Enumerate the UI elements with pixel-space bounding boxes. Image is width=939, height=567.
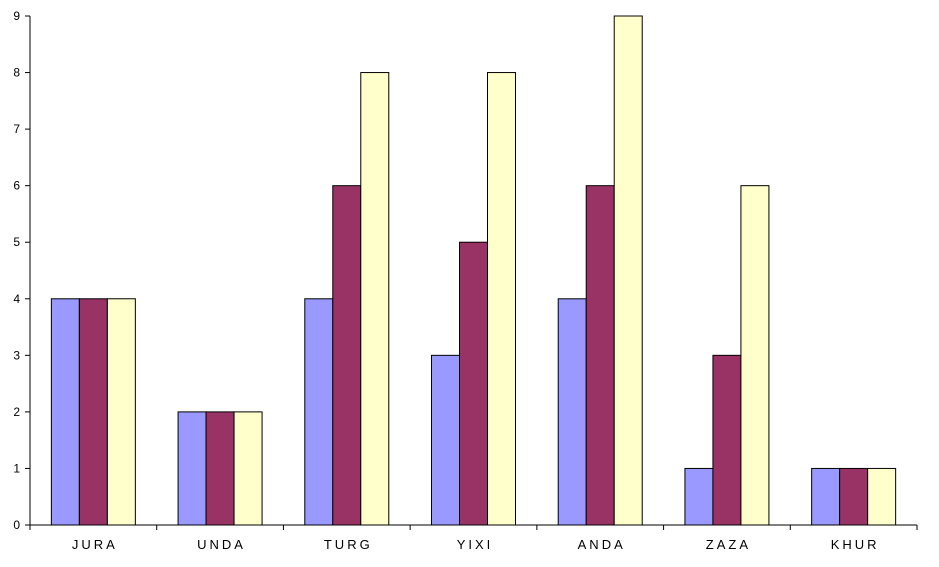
category-label: UNDA xyxy=(197,537,246,552)
bar-khur-series-3 xyxy=(867,467,897,526)
y-axis-ticks: 0 1 2 3 4 5 6 7 8 9 xyxy=(13,9,30,532)
y-tick-label: 4 xyxy=(13,292,20,306)
bar-turg-series-2 xyxy=(332,185,362,526)
bar-zaza-series-1 xyxy=(684,467,714,526)
bar-anda-series-2 xyxy=(585,185,615,526)
bar-jura-series-2 xyxy=(78,298,108,526)
category-label: YIXI xyxy=(457,537,494,552)
category-label: KHUR xyxy=(831,537,880,552)
y-tick-label: 8 xyxy=(13,66,20,80)
y-tick-label: 1 xyxy=(13,461,20,475)
category-labels: JURA UNDA TURG YIXI ANDA ZAZA KHUR xyxy=(72,537,880,552)
bars-group xyxy=(50,15,897,526)
x-axis-ticks xyxy=(29,525,918,530)
y-tick-label: 5 xyxy=(13,235,20,249)
bar-turg-series-3 xyxy=(360,72,390,526)
bar-khur-series-1 xyxy=(811,467,841,526)
y-tick-label: 6 xyxy=(13,179,20,193)
category-label: JURA xyxy=(72,537,118,552)
bar-yixi-series-3 xyxy=(487,72,516,526)
y-tick-label: 3 xyxy=(13,348,20,362)
bar-turg-series-1 xyxy=(304,298,334,526)
bar-anda-series-1 xyxy=(557,298,587,526)
bar-zaza-series-3 xyxy=(740,185,770,526)
bar-khur-series-2 xyxy=(839,467,869,526)
bar-anda-series-3 xyxy=(613,15,643,526)
category-label: TURG xyxy=(324,537,373,552)
y-tick-label: 0 xyxy=(13,518,20,532)
y-tick-label: 2 xyxy=(13,405,20,419)
bar-yixi-series-1 xyxy=(431,354,460,526)
bar-jura-series-1 xyxy=(50,298,80,526)
bar-jura-series-3 xyxy=(106,298,136,526)
bar-zaza-series-2 xyxy=(712,354,742,526)
category-label: ANDA xyxy=(578,537,626,552)
bar-yixi-series-2 xyxy=(459,241,488,526)
bar-unda-series-3 xyxy=(233,411,263,526)
bar-unda-series-2 xyxy=(205,411,235,526)
bar-unda-series-1 xyxy=(177,411,207,526)
category-label: ZAZA xyxy=(706,537,751,552)
y-tick-label: 9 xyxy=(13,9,20,23)
y-tick-label: 7 xyxy=(13,122,20,136)
